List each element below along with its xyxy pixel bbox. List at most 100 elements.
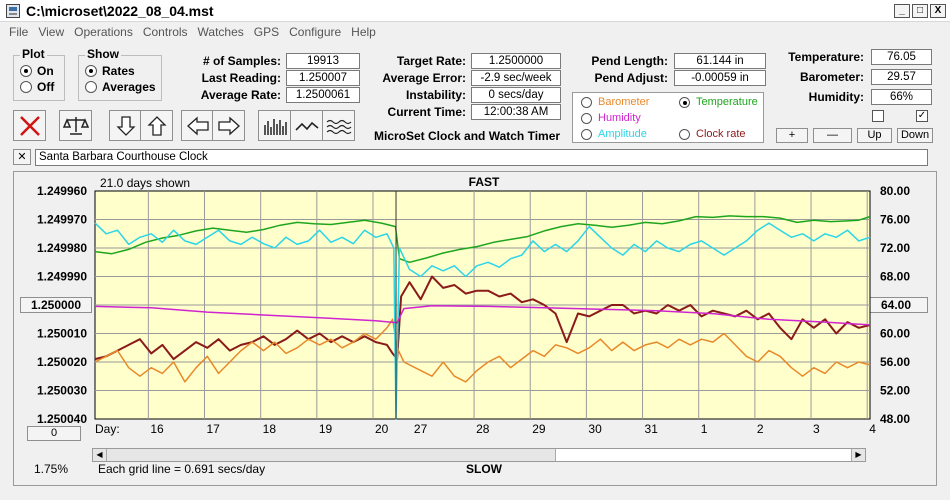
overlay-amplitude-radio[interactable]: Amplitude [581, 128, 647, 140]
overlay-selector: Barometer Temperature Humidity Amplitude… [572, 92, 764, 143]
overlay-temperature-label: Temperature [696, 96, 758, 108]
scroll-left-icon[interactable]: ◀ [93, 449, 107, 461]
overlay-humidity-label: Humidity [598, 112, 641, 124]
menu-view[interactable]: View [38, 25, 65, 39]
line-view-button[interactable] [290, 110, 323, 141]
plot-group: Plot On Off [13, 47, 65, 101]
plot-off-label: Off [37, 80, 55, 94]
arrow-down-icon [115, 115, 136, 136]
window-title: C:\microset\2022_08_04.mst [26, 3, 214, 19]
radio-selected-icon [679, 96, 690, 108]
minimize-button[interactable]: _ [894, 4, 910, 18]
average-error-value: -2.9 sec/week [471, 70, 561, 86]
overlay-humidity-radio[interactable]: Humidity [581, 112, 641, 124]
target-rate-value[interactable]: 1.2500000 [471, 53, 561, 69]
barometer-label: Barometer: [799, 70, 864, 84]
days-shown-text: 21.0 days shown [100, 176, 191, 190]
y-left-tick-label: 1.249960 [37, 184, 87, 198]
humidity-label: Humidity: [808, 90, 864, 104]
clear-name-button[interactable]: ✕ [13, 149, 31, 165]
current-time-value: 12:00:38 AM [471, 104, 561, 120]
y-left-tick-label: 1.250040 [37, 412, 87, 426]
y-right-tick-label: 68.00 [880, 270, 910, 284]
menu-watches[interactable]: Watches [197, 25, 244, 39]
menu-controls[interactable]: Controls [142, 25, 188, 39]
series-line-2 [94, 215, 871, 264]
up-arrow-button[interactable] [140, 110, 173, 141]
balance-button[interactable] [59, 110, 92, 141]
average-rate-label: Average Rate: [200, 88, 281, 102]
samples-value: 19913 [286, 53, 360, 69]
temperature-label: Temperature: [788, 50, 864, 64]
checkbox-checked[interactable]: ✓ [916, 110, 928, 122]
y-left-tick-label: 1.249970 [37, 213, 87, 227]
current-time-label: Current Time: [387, 105, 466, 119]
offset-button[interactable]: 0 [27, 426, 81, 441]
pend-length-value[interactable]: 61.144 in [674, 53, 766, 69]
maximize-button[interactable]: □ [912, 4, 928, 18]
series-line-3 [94, 222, 871, 420]
last-reading-label: Last Reading: [201, 71, 281, 85]
radio-unselected-icon [679, 128, 690, 140]
clock-name-input[interactable]: Santa Barbara Courthouse Clock [35, 149, 928, 166]
minus-button[interactable]: — [813, 128, 852, 143]
pend-adjust-label: Pend Adjust: [594, 71, 668, 85]
y-left-tick-label: 1.249990 [37, 270, 87, 284]
radio-unselected-icon [85, 81, 97, 93]
overlay-clock-rate-label: Clock rate [696, 128, 746, 140]
series-line-1 [94, 318, 871, 383]
pend-adjust-value: -0.00059 in [674, 70, 766, 86]
histogram-button[interactable] [258, 110, 291, 141]
right-arrow-button[interactable] [212, 110, 245, 141]
y-right-tick-label: 56.00 [880, 355, 910, 369]
menu-configure[interactable]: Configure [289, 25, 342, 39]
app-subtitle: MicroSet Clock and Watch Timer [374, 129, 561, 143]
stop-button[interactable] [13, 110, 46, 141]
x-tick-label: 29 [532, 422, 546, 436]
overlay-barometer-radio[interactable]: Barometer [581, 96, 649, 108]
left-arrow-button[interactable] [181, 110, 214, 141]
radio-unselected-icon [581, 128, 592, 140]
show-group: Show Rates Averages [78, 47, 162, 101]
x-tick-label: 17 [207, 422, 221, 436]
plus-button[interactable]: + [776, 128, 808, 143]
overlay-temperature-radio[interactable]: Temperature [679, 96, 758, 108]
line-graph-icon [294, 121, 319, 131]
arrow-left-icon [186, 116, 209, 135]
center-temp-button[interactable]: 64.00 [864, 297, 928, 313]
histogram-icon [263, 118, 287, 135]
x-tick-label: 31 [645, 422, 659, 436]
red-x-icon [19, 115, 40, 136]
pend-length-label: Pend Length: [591, 54, 668, 68]
show-rates-radio[interactable]: Rates [85, 64, 135, 78]
menu-file[interactable]: File [9, 25, 29, 39]
overlay-barometer-label: Barometer [598, 96, 650, 108]
checkbox-unchecked[interactable] [872, 110, 884, 122]
up-button[interactable]: Up [857, 128, 892, 143]
series-line-4 [94, 304, 871, 326]
instability-label: Instability: [405, 88, 466, 102]
waves-icon [326, 119, 351, 134]
horizontal-scrollbar[interactable]: ◀ ▶ [92, 448, 866, 462]
wave-view-button[interactable] [322, 110, 355, 141]
show-averages-radio[interactable]: Averages [85, 80, 156, 94]
close-button[interactable]: X [930, 4, 946, 18]
fast-label: FAST [468, 175, 500, 189]
average-rate-value: 1.2500061 [286, 87, 360, 103]
humidity-value: 66% [871, 89, 932, 105]
menu-operations[interactable]: Operations [74, 25, 133, 39]
overlay-clock-rate-radio[interactable]: Clock rate [679, 128, 746, 140]
down-arrow-button[interactable] [109, 110, 142, 141]
scroll-thumb[interactable] [555, 449, 851, 461]
center-rate-button[interactable]: 1.250000 [20, 297, 92, 313]
menu-gps[interactable]: GPS [253, 25, 280, 39]
target-rate-label: Target Rate: [396, 54, 466, 68]
plot-off-radio[interactable]: Off [20, 80, 54, 94]
overlay-amplitude-label: Amplitude [598, 128, 647, 140]
x-axis-day-label: Day: [95, 422, 120, 436]
percent-text: 1.75% [34, 462, 69, 476]
down-button[interactable]: Down [897, 128, 933, 143]
menu-help[interactable]: Help [351, 25, 376, 39]
plot-on-radio[interactable]: On [20, 64, 54, 78]
scroll-right-icon[interactable]: ▶ [851, 449, 865, 461]
